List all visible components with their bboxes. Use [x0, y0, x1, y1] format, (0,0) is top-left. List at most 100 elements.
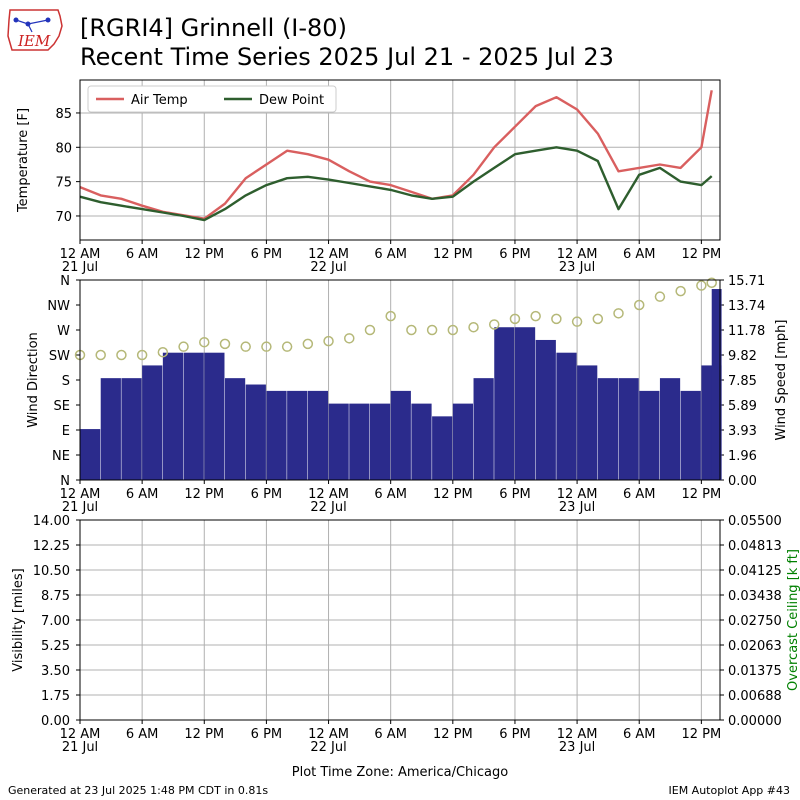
legend-label: Dew Point — [259, 93, 324, 108]
wind-direction-point — [157, 346, 169, 358]
x-date-label: 23 Jul — [559, 500, 595, 515]
wind-speed-bar — [287, 390, 308, 480]
wind-speed-bar — [162, 352, 184, 480]
wind-speed-bar — [80, 429, 101, 480]
wind-direction-point — [178, 341, 189, 352]
wind-direction-point — [240, 341, 251, 352]
x-tick-label: 6 PM — [251, 247, 282, 262]
dir-tick-label: NW — [47, 299, 70, 314]
wind-speed-bar — [618, 378, 639, 480]
y2-tick-label: 0.00000 — [728, 714, 782, 729]
speed-tick-label: 11.78 — [728, 324, 765, 339]
x-date-label: 21 Jul — [62, 500, 98, 515]
x-tick-label: 12 AM — [308, 487, 349, 502]
logo-text: IEM — [18, 32, 51, 50]
y-tick-label: 7.00 — [41, 614, 70, 629]
speed-tick-label: 15.71 — [728, 274, 765, 289]
wind-speed-bar — [349, 403, 370, 480]
x-date-label: 23 Jul — [559, 260, 595, 275]
wind-speed-bar — [680, 390, 701, 480]
x-date-label: 23 Jul — [559, 740, 595, 755]
y2-tick-label: 0.04813 — [728, 539, 782, 554]
x-tick-label: 6 PM — [251, 487, 282, 502]
y-tick-label: 3.50 — [41, 664, 70, 679]
wind-direction-point — [706, 277, 717, 289]
speed-tick-label: 13.74 — [728, 299, 765, 314]
wind-direction-point — [592, 313, 604, 325]
wind-direction-point — [571, 316, 583, 327]
legend-box — [87, 85, 337, 113]
x-tick-label: 6 AM — [623, 487, 656, 502]
wind-speed-bar — [183, 352, 204, 480]
wind-direction-point — [468, 321, 479, 333]
wind-speed-bar — [639, 390, 660, 480]
x-tick-label: 12 AM — [557, 247, 598, 262]
x-tick-label: 6 AM — [623, 247, 656, 262]
wind-speed-bar — [307, 390, 329, 480]
y-tick-label: 85 — [55, 107, 72, 122]
x-tick-label: 12 PM — [184, 727, 224, 742]
dir-tick-label: E — [62, 424, 70, 439]
wind-speed-bar — [556, 352, 577, 480]
wind-direction-point — [509, 313, 521, 325]
y-tick-label: 8.75 — [41, 589, 70, 604]
x-tick-label: 6 PM — [499, 727, 530, 742]
wind-speed-bar — [121, 378, 142, 480]
x-date-label: 22 Jul — [310, 260, 346, 275]
x-tick-label: 6 AM — [126, 487, 159, 502]
dir-tick-label: N — [60, 274, 70, 289]
wind-direction-point — [613, 308, 624, 319]
x-date-label: 21 Jul — [62, 260, 98, 275]
wind-direction-point — [281, 341, 293, 352]
plot-frame — [79, 79, 721, 241]
wind-speed-bar — [452, 403, 474, 480]
x-tick-label: 12 AM — [308, 727, 349, 742]
wind-direction-point — [488, 319, 500, 330]
y2-tick-label: 0.02750 — [728, 614, 782, 629]
wind-speed-bar — [100, 378, 121, 480]
autoplot-app-label: IEM Autoplot App #43 — [668, 784, 791, 797]
y2-tick-label: 0.01375 — [728, 664, 782, 679]
plot-frame — [79, 519, 721, 721]
x-tick-label: 12 PM — [433, 487, 473, 502]
wind-speed-bar — [266, 390, 287, 480]
y-axis-label: Visibility [miles] — [11, 568, 26, 671]
wind-speed-bar — [142, 365, 163, 480]
speed-tick-label: 3.93 — [728, 424, 757, 439]
x-axis-label: Plot Time Zone: America/Chicago — [292, 765, 508, 780]
dir-tick-label: N — [60, 474, 70, 489]
wind-speed-bar — [224, 378, 246, 480]
y-tick-label: 0.00 — [41, 714, 70, 729]
y2-tick-label: 0.00688 — [728, 689, 782, 704]
x-date-label: 22 Jul — [310, 740, 346, 755]
y2-axis-label: Wind Speed [mph] — [774, 320, 789, 441]
y2-tick-label: 0.03438 — [728, 589, 782, 604]
plot-frame — [79, 279, 721, 481]
chart-title-range: Recent Time Series 2025 Jul 21 - 2025 Ju… — [80, 43, 614, 71]
wind-direction-point — [261, 341, 272, 352]
wind-direction-point — [95, 349, 106, 361]
x-tick-label: 12 PM — [184, 487, 224, 502]
x-tick-label: 12 PM — [681, 487, 721, 502]
x-tick-label: 12 PM — [433, 727, 473, 742]
speed-tick-label: 5.89 — [728, 399, 757, 414]
wind-direction-point — [530, 310, 541, 322]
x-tick-label: 12 PM — [681, 247, 721, 262]
chart-title-station: [RGRI4] Grinnell (I-80) — [80, 14, 347, 42]
wind-speed-bar — [494, 327, 515, 480]
wind-direction-point — [551, 313, 562, 325]
wind-direction-point — [426, 324, 438, 336]
y-tick-label: 14.00 — [33, 514, 70, 529]
wind-direction-point — [136, 349, 148, 361]
wind-speed-bar — [432, 416, 453, 480]
wind-speed-bar — [514, 327, 536, 480]
speed-tick-label: 7.85 — [728, 374, 757, 389]
wind-speed-bar — [659, 378, 681, 480]
wind-direction-point — [633, 299, 645, 311]
wind-direction-point — [344, 333, 355, 344]
y2-tick-label: 0.04125 — [728, 564, 782, 579]
y-tick-label: 80 — [55, 141, 72, 156]
y2-tick-label: 0.05500 — [728, 514, 782, 529]
x-tick-label: 12 AM — [60, 487, 101, 502]
